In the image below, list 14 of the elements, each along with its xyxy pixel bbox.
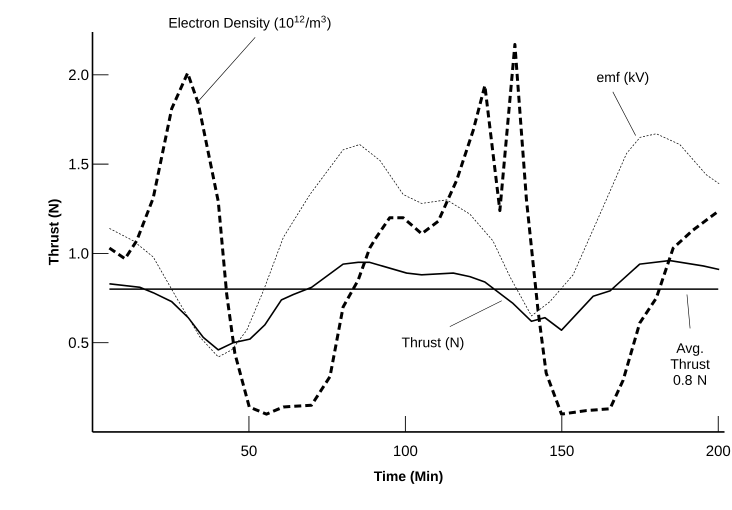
y-axis-title: Thrust (N) [48, 199, 62, 266]
ref-line-label: Avg. Thrust 0.8 N [670, 343, 710, 385]
y-tick-label: 1.5 [69, 158, 88, 170]
legend-label: Thrust (N) [402, 337, 464, 350]
y-tick-label: 0.5 [68, 337, 88, 348]
x-tick-label: 150 [550, 446, 574, 456]
x-tick-label: 50 [241, 446, 257, 456]
x-axis-title: Time (Min) [374, 470, 443, 484]
text: Electron Density (10$^{12}$/m$^{3}$) [170, 16, 331, 31]
text: emf (kV) [597, 72, 648, 85]
y-tick-label: 2.0 [68, 70, 88, 80]
y-tick-label: 1.0 [69, 248, 88, 259]
x-tick-label: 100 [394, 446, 418, 456]
x-tick-label: 200 [706, 446, 730, 456]
